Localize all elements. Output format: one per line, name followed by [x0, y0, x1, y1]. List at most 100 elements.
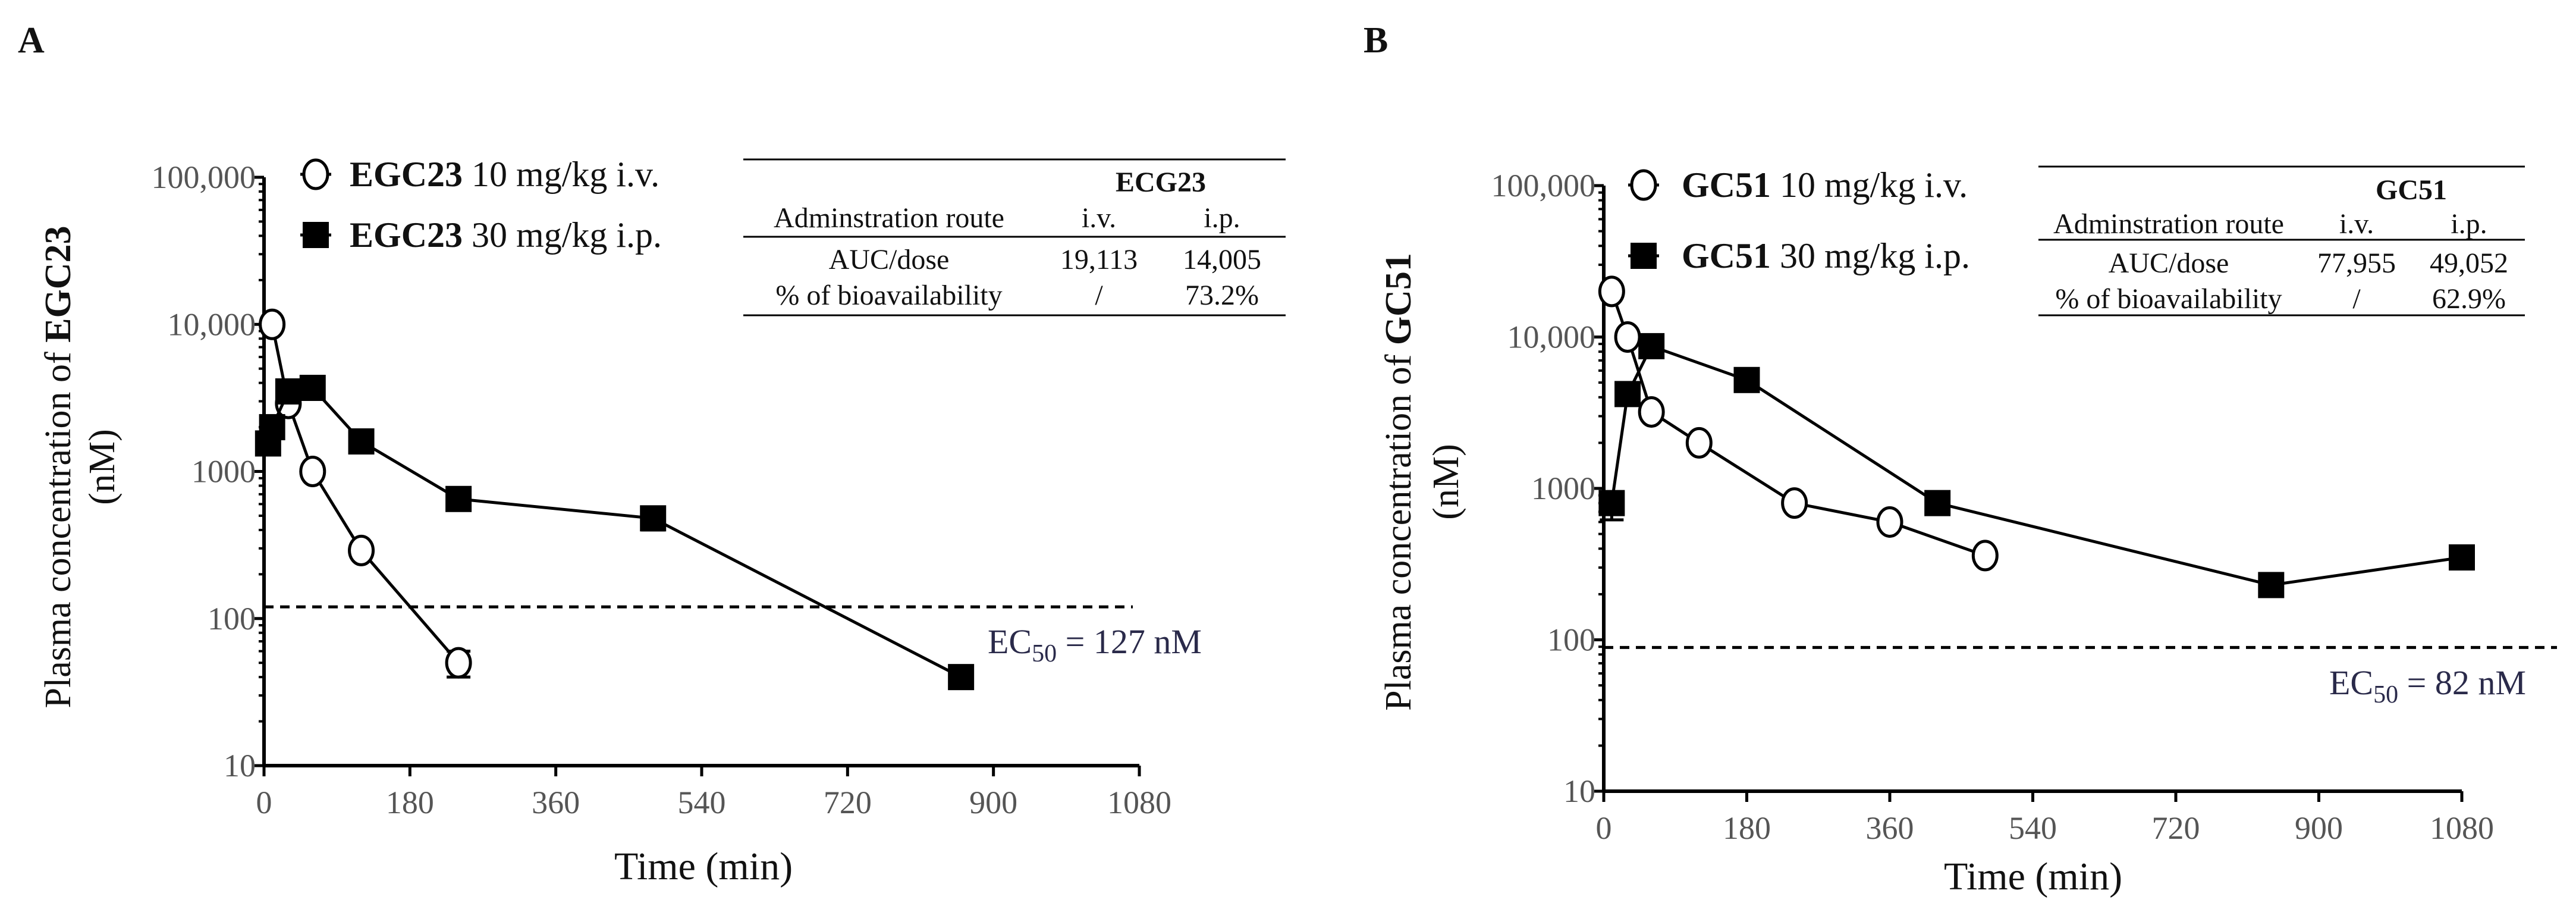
- data-point-square: [348, 428, 375, 455]
- y-tick-label: 10: [1563, 773, 1595, 809]
- chart-panel-a: A 10 100 1000 10,000 100,000 0 180 360 540 720 900 1…: [18, 20, 1286, 888]
- table-header-cell: Adminstration route: [2053, 208, 2284, 240]
- data-point-square: [2449, 544, 2475, 571]
- ec50-label-prefix: EC: [988, 622, 1032, 661]
- table-cell: AUC/dose: [2109, 247, 2229, 279]
- ec50-label-suffix: = 82 nM: [2398, 663, 2526, 702]
- x-axis-title: Time (min): [614, 845, 793, 888]
- y-tick-label: 100: [1547, 622, 1595, 658]
- series-ip: GC51 30 mg/kg i.p.: [1598, 236, 2475, 598]
- series-ip: EGC23 30 mg/kg i.p.: [255, 215, 975, 691]
- x-tick-label: 540: [2009, 810, 2057, 846]
- legend-label: GC51 10 mg/kg i.v.: [1682, 165, 1968, 205]
- y-axis-title-compound: EGC23: [38, 225, 78, 342]
- x-tick-label: 1080: [2430, 810, 2494, 846]
- chart-panel-b: B 10 100 1000 10,000 100,000 0 180 360 540 720 900 1…: [1364, 20, 2557, 898]
- data-point-square: [1924, 490, 1951, 516]
- data-point-circle: [1685, 427, 1713, 459]
- y-tick-label: 1000: [1531, 471, 1595, 506]
- x-axis-title: Time (min): [1944, 855, 2122, 898]
- table-cell: 19,113: [1060, 244, 1138, 275]
- data-point-circle: [259, 308, 286, 340]
- table-cell: AUC/dose: [829, 244, 950, 275]
- x-tick-label: 360: [532, 785, 580, 820]
- pk-summary-table: GC51 Adminstration route i.v. i.p. AUC/dose 7…: [2038, 165, 2525, 316]
- legend-circle-marker: [302, 158, 329, 190]
- panel-label: A: [18, 20, 45, 61]
- legend-square-marker: [1631, 243, 1657, 269]
- ec50-label: EC50 = 127 nM: [988, 622, 1202, 667]
- table-cell: 77,955: [2317, 247, 2396, 279]
- y-tick-label: 10,000: [168, 306, 256, 342]
- y-tick-label: 10: [224, 748, 256, 783]
- data-point-circle: [445, 647, 472, 679]
- data-point-square: [275, 378, 301, 405]
- data-point-square: [1598, 490, 1625, 516]
- series-iv: EGC23 10 mg/kg i.v.: [259, 155, 659, 679]
- x-tick-label: 540: [678, 785, 726, 820]
- y-tick-label: 1000: [191, 454, 256, 490]
- table-cell: 73.2%: [1185, 280, 1259, 311]
- ec50-label-suffix: = 127 nM: [1057, 622, 1202, 661]
- series-iv: GC51 10 mg/kg i.v.: [1598, 165, 1999, 572]
- legend-label-compound: EGC23: [350, 155, 463, 194]
- x-tick-label: 0: [1596, 810, 1612, 846]
- table-header-cell: i.p.: [1204, 202, 1240, 234]
- y-axis-title: Plasma concentration of EGC23: [38, 225, 78, 708]
- data-point-square: [445, 485, 472, 512]
- table-title: GC51: [2376, 174, 2447, 206]
- data-point-square: [259, 414, 285, 441]
- table-title: ECG23: [1116, 167, 1206, 198]
- pk-summary-table: ECG23 Adminstration route i.v. i.p. AUC/dose…: [743, 158, 1286, 316]
- x-tick-label: 1080: [1107, 785, 1171, 820]
- x-tick-label: 0: [256, 785, 272, 820]
- data-point-square: [1614, 381, 1641, 408]
- legend-label: EGC23 30 mg/kg i.p.: [350, 215, 662, 255]
- data-point-square: [299, 375, 326, 402]
- x-tick-label: 900: [969, 785, 1017, 820]
- data-point-circle: [299, 456, 326, 487]
- y-axis-unit: (nM): [82, 429, 122, 504]
- table-header-cell: Adminstration route: [774, 202, 1004, 234]
- table-header-cell: i.v.: [1082, 202, 1116, 234]
- table-cell: 14,005: [1183, 244, 1261, 275]
- x-tick-label: 360: [1866, 810, 1914, 846]
- data-point-circle: [1598, 275, 1625, 308]
- legend-label-dose: 30 mg/kg i.p.: [463, 215, 662, 255]
- data-point-circle: [1781, 487, 1808, 519]
- x-tick-label: 180: [386, 785, 434, 820]
- y-tick-label: 10,000: [1507, 319, 1596, 355]
- legend-label-compound: GC51: [1682, 236, 1771, 275]
- ec50-label-subscript: 50: [2373, 681, 2398, 709]
- legend-label-compound: GC51: [1682, 165, 1771, 205]
- legend-label-dose: 30 mg/kg i.p.: [1771, 236, 1970, 275]
- data-point-circle: [348, 534, 375, 566]
- table-header-cell: i.p.: [2451, 208, 2487, 240]
- data-point-circle: [1614, 321, 1641, 353]
- table-cell: 49,052: [2430, 247, 2508, 279]
- ec50-label-prefix: EC: [2329, 663, 2373, 702]
- data-point-square: [948, 664, 975, 691]
- data-point-square: [1733, 366, 1760, 393]
- y-axis-title-prefix: Plasma concentration of: [38, 343, 78, 709]
- y-axis-unit: (nM): [1426, 444, 1466, 519]
- y-axis-title-prefix: Plasma concentration of: [1378, 345, 1419, 711]
- y-tick-label: 100: [208, 601, 256, 637]
- legend-label-dose: 10 mg/kg i.v.: [1771, 165, 1968, 205]
- table-header-cell: i.v.: [2339, 208, 2374, 240]
- legend-label-compound: EGC23: [350, 215, 463, 255]
- table-cell: % of bioavailability: [2055, 283, 2282, 315]
- x-tick-label: 900: [2295, 810, 2343, 846]
- data-point-square: [1638, 333, 1665, 359]
- data-point-square: [2258, 572, 2285, 598]
- x-tick-label: 180: [1723, 810, 1771, 846]
- legend-circle-marker: [1630, 169, 1657, 201]
- legend-label: EGC23 10 mg/kg i.v.: [350, 155, 659, 194]
- y-tick-label: 100,000: [152, 159, 256, 195]
- ec50-label: EC50 = 82 nM: [2329, 663, 2526, 709]
- data-point-square: [640, 505, 667, 532]
- y-tick-label: 100,000: [1491, 168, 1596, 203]
- table-cell: /: [2352, 283, 2361, 315]
- data-point-circle: [1876, 506, 1903, 538]
